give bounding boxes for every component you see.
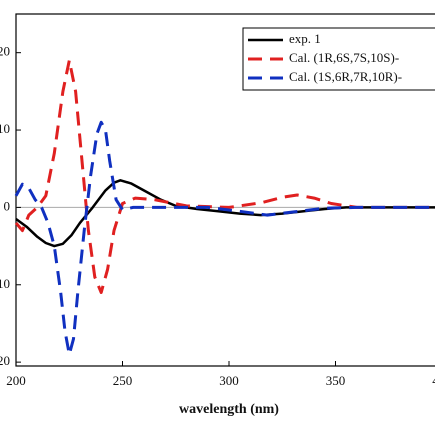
- x-tick-label: 200: [6, 373, 26, 388]
- x-tick-label: 250: [113, 373, 133, 388]
- series-line: [14, 120, 435, 356]
- x-tick-label: 300: [219, 373, 239, 388]
- legend-label: Cal. (1R,6S,7S,10S)-: [289, 50, 399, 65]
- y-tick-label: 10: [0, 121, 10, 136]
- x-tick-label: 400: [432, 373, 435, 388]
- x-tick-label: 350: [326, 373, 346, 388]
- y-tick-label: -10: [0, 276, 10, 291]
- y-tick-label: 20: [0, 44, 10, 59]
- series-line: [15, 179, 435, 248]
- legend-label: exp. 1: [289, 31, 321, 46]
- x-axis-label: wavelength (nm): [179, 402, 279, 417]
- y-tick-label: 0: [4, 198, 11, 213]
- y-tick-label: -20: [0, 353, 10, 368]
- series-line: [14, 58, 435, 294]
- legend-label: Cal. (1S,6R,7R,10R)-: [289, 69, 402, 84]
